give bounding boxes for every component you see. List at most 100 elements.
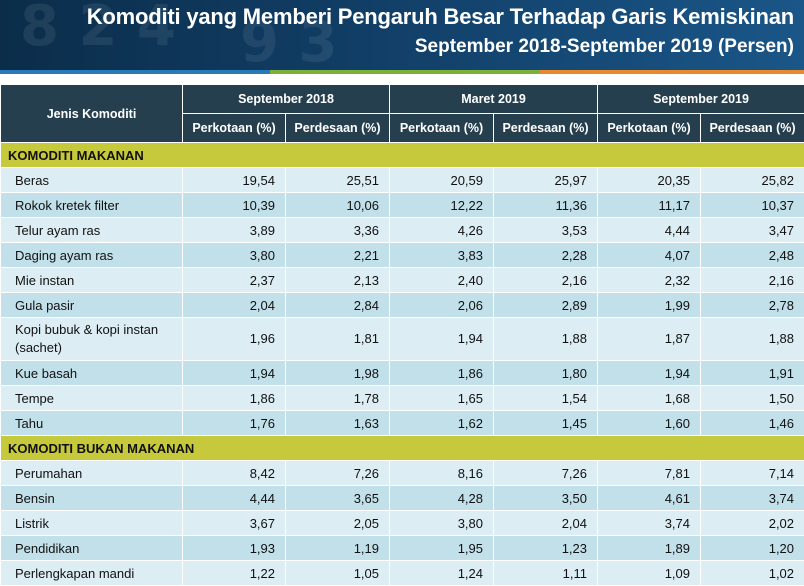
value-cell: 10,39 [182,192,286,218]
value-cell: 7,26 [493,460,599,486]
table-row: Beras 19,54 25,51 20,59 25,97 20,35 25,82 [0,167,804,193]
value-cell: 4,26 [389,217,495,243]
commodity-name: Bensin [0,485,183,511]
area-header: Perdesaan (%) [700,113,804,143]
commodity-name: Beras [0,167,183,193]
value-cell: 1,76 [182,410,286,436]
value-cell: 3,74 [597,510,702,536]
table-body: KOMODITI MAKANAN Beras 19,54 25,51 20,59 25,9… [0,142,804,586]
value-cell: 2,05 [284,510,391,536]
value-cell: 10,06 [284,192,391,218]
value-cell: 4,07 [597,242,702,268]
commodity-column-header: Jenis Komoditi [0,84,183,143]
value-cell: 1,09 [597,560,702,586]
section-label: KOMODITI MAKANAN [0,142,804,168]
period-header: Maret 2019 [389,84,599,114]
value-cell: 25,97 [493,167,599,193]
commodity-name: Listrik [0,510,183,536]
value-cell: 3,89 [182,217,286,243]
commodity-name: Daging ayam ras [0,242,183,268]
value-cell: 1,63 [284,410,391,436]
table-row: Pendidikan 1,93 1,19 1,95 1,23 1,89 1,20 [0,535,804,561]
value-cell: 2,48 [700,242,804,268]
table-row: Gula pasir 2,04 2,84 2,06 2,89 1,99 2,78 [0,292,804,318]
value-cell: 3,83 [389,242,495,268]
value-cell: 2,02 [700,510,804,536]
value-cell: 20,35 [597,167,702,193]
value-cell: 1,02 [700,560,804,586]
value-cell: 3,74 [700,485,804,511]
value-cell: 1,86 [182,385,286,411]
commodity-name: Gula pasir [0,292,183,318]
value-cell: 1,19 [284,535,391,561]
commodity-name: Tempe [0,385,183,411]
area-header: Perdesaan (%) [284,113,391,143]
value-cell: 25,51 [284,167,391,193]
value-cell: 1,89 [597,535,702,561]
value-cell: 11,17 [597,192,702,218]
table-row: Tempe 1,86 1,78 1,65 1,54 1,68 1,50 [0,385,804,411]
table-row: Mie instan 2,37 2,13 2,40 2,16 2,32 2,16 [0,267,804,293]
value-cell: 1,95 [389,535,495,561]
value-cell: 2,78 [700,292,804,318]
decorative-numbers: 9 3 [240,10,338,74]
commodity-name: Tahu [0,410,183,436]
value-cell: 1,80 [493,360,599,386]
value-cell: 19,54 [182,167,286,193]
value-cell: 2,84 [284,292,391,318]
value-cell: 7,26 [284,460,391,486]
table-row: Telur ayam ras 3,89 3,36 4,26 3,53 4,44 3,47 [0,217,804,243]
table-row: Kue basah 1,94 1,98 1,86 1,80 1,94 1,91 [0,360,804,386]
value-cell: 4,44 [597,217,702,243]
value-cell: 1,87 [597,317,702,361]
value-cell: 2,16 [700,267,804,293]
value-cell: 2,21 [284,242,391,268]
value-cell: 1,88 [700,317,804,361]
poverty-line-commodity-table: Jenis Komoditi September 2018 Maret 2019… [0,84,804,586]
value-cell: 11,36 [493,192,599,218]
area-header: Perkotaan (%) [182,113,286,143]
value-cell: 1,96 [182,317,286,361]
period-header: September 2018 [181,84,391,114]
value-cell: 1,46 [700,410,804,436]
value-cell: 2,16 [493,267,599,293]
value-cell: 10,37 [700,192,804,218]
commodity-name: Perumahan [0,460,183,486]
value-cell: 8,42 [182,460,286,486]
accent-stripe-green [270,70,540,74]
decorative-numbers: 8 2 4 [20,0,176,59]
value-cell: 1,78 [284,385,391,411]
value-cell: 3,36 [284,217,391,243]
value-cell: 1,05 [284,560,391,586]
value-cell: 2,04 [182,292,286,318]
value-cell: 2,04 [493,510,599,536]
value-cell: 3,80 [182,242,286,268]
table-row: Daging ayam ras 3,80 2,21 3,83 2,28 4,07 2,48 [0,242,804,268]
value-cell: 1,86 [389,360,495,386]
value-cell: 2,06 [389,292,495,318]
value-cell: 20,59 [389,167,495,193]
value-cell: 2,28 [493,242,599,268]
value-cell: 7,14 [700,460,804,486]
value-cell: 7,81 [597,460,702,486]
page-title: Komoditi yang Memberi Pengaruh Besar Ter… [86,4,794,29]
value-cell: 2,40 [389,267,495,293]
value-cell: 1,99 [597,292,702,318]
value-cell: 25,82 [700,167,804,193]
value-cell: 1,45 [493,410,599,436]
value-cell: 1,93 [182,535,286,561]
commodity-name: Kopi bubuk & kopi instan (sachet) [0,317,183,361]
value-cell: 1,94 [389,317,495,361]
area-header: Perkotaan (%) [389,113,495,143]
value-cell: 8,16 [389,460,495,486]
value-cell: 3,67 [182,510,286,536]
value-cell: 1,91 [700,360,804,386]
section-label: KOMODITI BUKAN MAKANAN [0,435,804,461]
value-cell: 3,50 [493,485,599,511]
value-cell: 3,47 [700,217,804,243]
table-row: Rokok kretek filter 10,39 10,06 12,22 11,36 1… [0,192,804,218]
title-banner: 8 2 4 9 3 Komoditi yang Memberi Pengaruh… [0,0,804,74]
value-cell: 1,68 [597,385,702,411]
period-header: September 2019 [597,84,804,114]
table-row: Tahu 1,76 1,63 1,62 1,45 1,60 1,46 [0,410,804,436]
